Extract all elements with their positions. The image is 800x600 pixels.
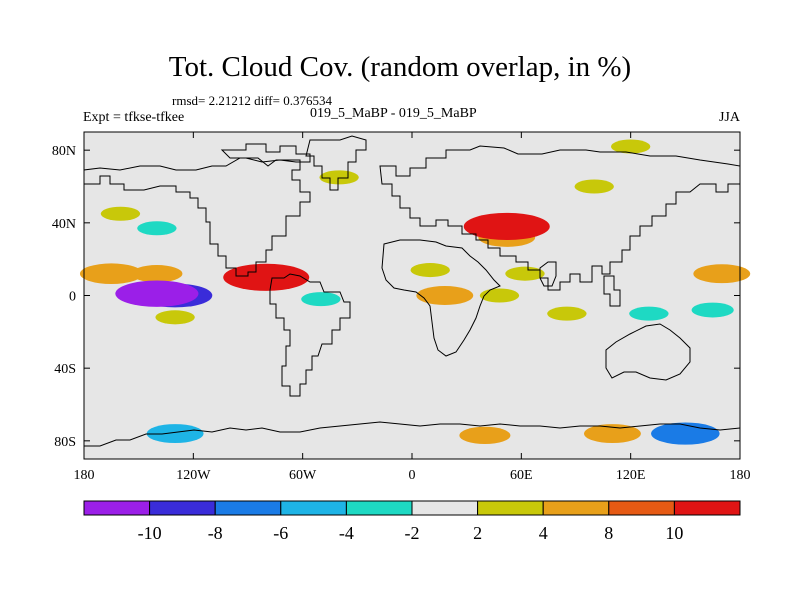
colorbar-swatch — [608, 500, 675, 516]
colorbar-label: 8 — [604, 523, 613, 543]
rmsd-diff-stats: rmsd= 2.21212 diff= 0.376534 — [172, 93, 332, 108]
anomaly-western-pacific-north — [693, 264, 751, 284]
anomaly-greenland — [319, 170, 359, 185]
y-tick-label: 40N — [52, 217, 76, 232]
x-tick-label: 60W — [289, 468, 317, 483]
anomaly-southern-ocean-atlantic — [459, 426, 511, 445]
colorbar-label: -2 — [405, 523, 420, 543]
anomaly-caspian-region — [463, 212, 550, 241]
colorbar-swatch — [280, 500, 347, 516]
anomaly-arabian-sea — [505, 266, 545, 281]
colorbar: -10 -8 -6 -4 -2 2 4 8 10 — [83, 500, 741, 543]
anomaly-sahel — [410, 263, 450, 278]
coastline-greenland — [305, 135, 367, 191]
colorbar-swatch — [214, 500, 282, 516]
anomaly-arctic — [610, 139, 651, 154]
anomaly-equatorial-pacific-core — [115, 280, 199, 307]
anomaly-southern-ocean-warm — [584, 424, 641, 444]
anomaly-north-equatorial-pacific-band-strong- — [79, 263, 143, 284]
coastline-india — [539, 261, 557, 287]
colorbar-label: -6 — [273, 523, 288, 543]
experiment-label: Expt = tfkse-tfkee — [83, 110, 185, 125]
colorbar-label: 4 — [539, 523, 548, 543]
coastline-north-america — [83, 157, 311, 277]
colorbar-label: -10 — [138, 523, 162, 543]
anomaly-indian-ocean-south — [547, 306, 587, 321]
x-tick-label: 120E — [616, 468, 646, 483]
colorbar-label: 2 — [473, 523, 482, 543]
y-tick-label: 40S — [54, 362, 76, 377]
chart-title: Tot. Cloud Cov. (random overlap, in %) — [168, 51, 632, 83]
coastline-southeast-asia — [603, 275, 621, 307]
y-tick-label: 0 — [69, 290, 76, 305]
season-label: JJA — [718, 110, 740, 125]
colorbar-swatch — [542, 500, 610, 516]
colorbar-swatch — [411, 500, 479, 516]
coastline-africa — [381, 239, 501, 357]
colorbar-swatch — [673, 500, 741, 516]
anomaly-north-pacific — [100, 206, 141, 221]
anomaly-western-siberia — [574, 179, 614, 194]
x-tick-label: 0 — [409, 468, 416, 483]
colorbar-label: -8 — [208, 523, 223, 543]
colorbar-swatch — [477, 500, 544, 516]
anomaly-western-pacific — [691, 302, 734, 318]
anomaly-north-pacific-east — [137, 221, 177, 236]
x-tick-label: 180 — [730, 468, 751, 483]
anomaly-central-america — [223, 263, 310, 291]
coastlines — [83, 135, 741, 447]
map-area — [79, 132, 751, 459]
case-label: 019_5_MaBP - 019_5_MaBP — [310, 106, 477, 121]
y-tick-label: 80N — [52, 144, 76, 159]
colorbar-swatch — [83, 500, 151, 516]
x-tick-label: 180 — [74, 468, 95, 483]
y-tick-label: 80S — [54, 435, 76, 450]
x-tick-label: 120W — [176, 468, 211, 483]
coastline-australia — [605, 323, 691, 381]
anomaly-north-equatorial-pacific-band — [131, 265, 183, 283]
coastline-eurasia — [379, 145, 741, 291]
colorbar-swatch — [345, 500, 413, 516]
colorbar-swatch — [149, 500, 216, 516]
anomaly-maritime-continent — [629, 306, 669, 321]
axes: 180 120W 60W 0 60E 120E 180 80N 40N 0 40S 80S — [52, 132, 751, 483]
x-tick-label: 60E — [510, 468, 533, 483]
anomaly-southern-ocean-west — [146, 424, 204, 444]
anomaly-southern-ocean-pacific — [651, 422, 720, 445]
anomaly-equatorial-atlantic — [301, 292, 341, 307]
anomaly-south-pacific-band — [155, 310, 195, 325]
colorbar-label: 10 — [665, 523, 683, 543]
anomaly-indian-ocean — [479, 288, 520, 303]
colorbar-label: -4 — [339, 523, 354, 543]
coastline-arctic-canada — [220, 143, 311, 163]
anomaly-central-africa — [416, 286, 474, 305]
coastline-antarctica — [84, 421, 741, 447]
coastline-south-america — [269, 273, 351, 397]
